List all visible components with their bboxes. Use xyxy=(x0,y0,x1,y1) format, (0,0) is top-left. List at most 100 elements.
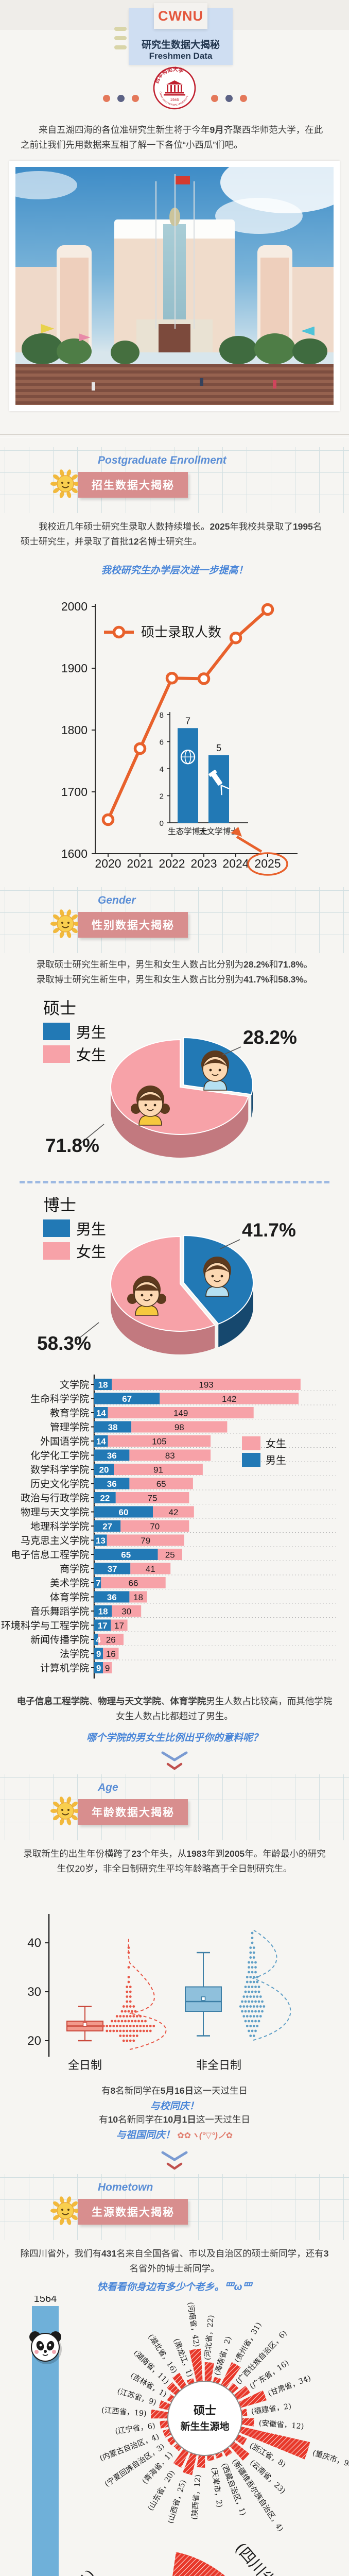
svg-text:硕士录取人数: 硕士录取人数 xyxy=(141,625,221,640)
sun-icon xyxy=(49,2195,81,2227)
section-title-en: Postgraduate Enrollment xyxy=(98,454,226,466)
legend-female-label: 女生 xyxy=(76,1046,107,1064)
dashed-separator xyxy=(20,1181,329,1183)
svg-text:142: 142 xyxy=(222,1394,236,1404)
svg-text:14: 14 xyxy=(96,1437,106,1447)
svg-text:1900: 1900 xyxy=(61,662,88,675)
svg-text:政治与行政学院: 政治与行政学院 xyxy=(21,1493,89,1504)
decor-dash xyxy=(114,27,127,31)
svg-text:36: 36 xyxy=(107,1479,117,1489)
hometown-radial-charts: 1564四川省(河南省，42)(河北省，22)(海南省，2)(贵州省，31)(广… xyxy=(0,2293,349,2576)
svg-text:41: 41 xyxy=(146,1564,155,1574)
svg-text:4: 4 xyxy=(96,1635,101,1645)
brand-text: CWNU xyxy=(158,8,203,24)
svg-text:硕士: 硕士 xyxy=(194,2404,216,2417)
svg-text:2022: 2022 xyxy=(159,857,185,870)
chevron-down-icon xyxy=(161,1751,188,1770)
svg-text:天文学博士: 天文学博士 xyxy=(199,827,239,836)
telescope-icon xyxy=(208,770,231,795)
svg-text:25: 25 xyxy=(165,1550,175,1560)
svg-text:17: 17 xyxy=(98,1621,108,1631)
svg-text:13: 13 xyxy=(96,1536,106,1546)
sun-icon xyxy=(50,909,80,938)
section-header-hometown: Hometown 生源数据大揭秘 xyxy=(0,2174,349,2240)
svg-text:男生: 男生 xyxy=(266,1454,286,1466)
sun-icon xyxy=(50,2196,80,2225)
svg-text:60: 60 xyxy=(119,1507,129,1517)
inset-doctor-bar-chart: 0 2 4 6 8 7 生态学博士 5 天文学博士 xyxy=(160,711,248,836)
hometown-text: 除四川省外，我们有431名来自全国各省、市以及自治区的硕士新同学，还有3名省外的… xyxy=(20,2248,329,2274)
svg-text:70: 70 xyxy=(150,1522,160,1532)
svg-text:(辽宁省，6): (辽宁省，6) xyxy=(114,2421,155,2436)
svg-text:(江西省，19): (江西省，19) xyxy=(101,2406,147,2418)
enrollment-text: 我校近几年硕士研究生录取人数持续增长。2025年我校共录取了1995名硕士研究生… xyxy=(21,521,322,547)
section-title-en: Gender xyxy=(98,894,136,906)
svg-text:91: 91 xyxy=(153,1465,163,1475)
svg-text:(河北省，22): (河北省，22) xyxy=(203,2315,216,2361)
legend-male-swatch xyxy=(43,1023,70,1040)
hometown-figure-svg: 1564四川省(河南省，42)(河北省，22)(海南省，2)(贵州省，31)(广… xyxy=(29,2293,349,2576)
svg-text:(陕西省，12): (陕西省，12) xyxy=(190,2474,202,2520)
svg-text:(四川省, 9): (四川省, 9) xyxy=(231,2539,296,2576)
brand-card: CWNU xyxy=(154,3,207,29)
svg-text:1700: 1700 xyxy=(61,785,88,799)
svg-text:18: 18 xyxy=(98,1380,108,1390)
svg-text:(福建省，2): (福建省，2) xyxy=(251,2402,292,2416)
college-note: 电子信息工程学院、物理与天文学院、体育学院男生人数占比较高，而其他学院女生人数占… xyxy=(16,1696,333,1721)
svg-text:41.7%: 41.7% xyxy=(242,1219,296,1241)
boy-avatar xyxy=(201,1050,229,1091)
svg-text:30: 30 xyxy=(121,1607,131,1617)
svg-text:体育学院: 体育学院 xyxy=(50,1592,89,1603)
decor-dash xyxy=(114,45,127,49)
gender-line-masters: 录取硕士研究生新生中，男生和女生人数占比分别为28.2%和71.8%。 xyxy=(36,959,313,970)
section-title-en: Age xyxy=(98,1782,118,1793)
legend-male-label: 男生 xyxy=(76,1221,107,1238)
svg-text:非全日制: 非全日制 xyxy=(196,2059,241,2072)
svg-text:16: 16 xyxy=(106,1649,116,1659)
svg-text:2020: 2020 xyxy=(95,857,121,870)
gender-text: 录取硕士研究生新生中，男生和女生人数占比分别为28.2%和71.8%。 录取博士… xyxy=(10,957,339,987)
svg-text:1564: 1564 xyxy=(34,2296,57,2304)
svg-text:22: 22 xyxy=(100,1494,110,1503)
svg-text:2: 2 xyxy=(160,792,164,801)
svg-text:生态学博士: 生态学博士 xyxy=(168,827,208,836)
svg-text:71.8%: 71.8% xyxy=(45,1135,99,1156)
decor-dot xyxy=(103,95,110,102)
globe-icon xyxy=(180,750,196,765)
svg-text:2024: 2024 xyxy=(222,857,249,870)
svg-text:7: 7 xyxy=(185,716,190,726)
boy-avatar xyxy=(203,1257,231,1297)
pie-title: 硕士 xyxy=(43,998,77,1018)
svg-text:14: 14 xyxy=(96,1409,106,1418)
svg-text:5: 5 xyxy=(216,743,221,753)
section-header-enrollment: Postgraduate Enrollment 招生数据大揭秘 xyxy=(0,447,349,513)
university-seal-logo: 西华师范大学 CHINA WEST NORMAL UNIVERSITY 1946 xyxy=(152,66,197,110)
svg-text:文学院: 文学院 xyxy=(60,1379,89,1391)
legend-female-label: 女生 xyxy=(76,1243,107,1261)
college-question: 哪个学院的男女生比例出乎你的意料呢？ xyxy=(86,1733,263,1743)
section-title-zh: 招生数据大揭秘 xyxy=(78,472,188,498)
svg-text:(甘肃省，34): (甘肃省，34) xyxy=(267,2374,312,2398)
enrollment-highlight: 我校研究生办学层次进一步提高！ xyxy=(101,565,248,576)
svg-text:马克思主义学院: 马克思主义学院 xyxy=(21,1535,89,1547)
page-title: 研究生数据大揭秘 xyxy=(141,40,220,50)
college-gender-stacked-bar-chart: 18 193 文学院 67 142 生命科学学院 14 149 教育学院 38 98 管理学院 14 10… xyxy=(0,1370,349,1686)
sun-icon xyxy=(50,469,80,498)
svg-text:2025: 2025 xyxy=(254,857,281,870)
campus-photo xyxy=(9,161,340,411)
decor-dot xyxy=(211,95,218,102)
svg-text:1600: 1600 xyxy=(61,847,88,860)
svg-text:新生生源地: 新生生源地 xyxy=(180,2420,229,2432)
svg-text:18: 18 xyxy=(98,1607,108,1617)
girl-avatar xyxy=(131,1086,170,1126)
svg-text:(安徽省，12): (安徽省，12) xyxy=(258,2419,304,2431)
svg-text:8: 8 xyxy=(160,711,164,720)
decor-dot xyxy=(117,95,125,102)
svg-text:83: 83 xyxy=(165,1451,175,1461)
svg-text:生命科学学院: 生命科学学院 xyxy=(30,1394,89,1405)
pie-title: 博士 xyxy=(43,1195,77,1215)
svg-text:教育学院: 教育学院 xyxy=(50,1408,89,1419)
svg-text:36: 36 xyxy=(107,1451,117,1461)
section-title-zh: 性别数据大揭秘 xyxy=(78,912,188,938)
